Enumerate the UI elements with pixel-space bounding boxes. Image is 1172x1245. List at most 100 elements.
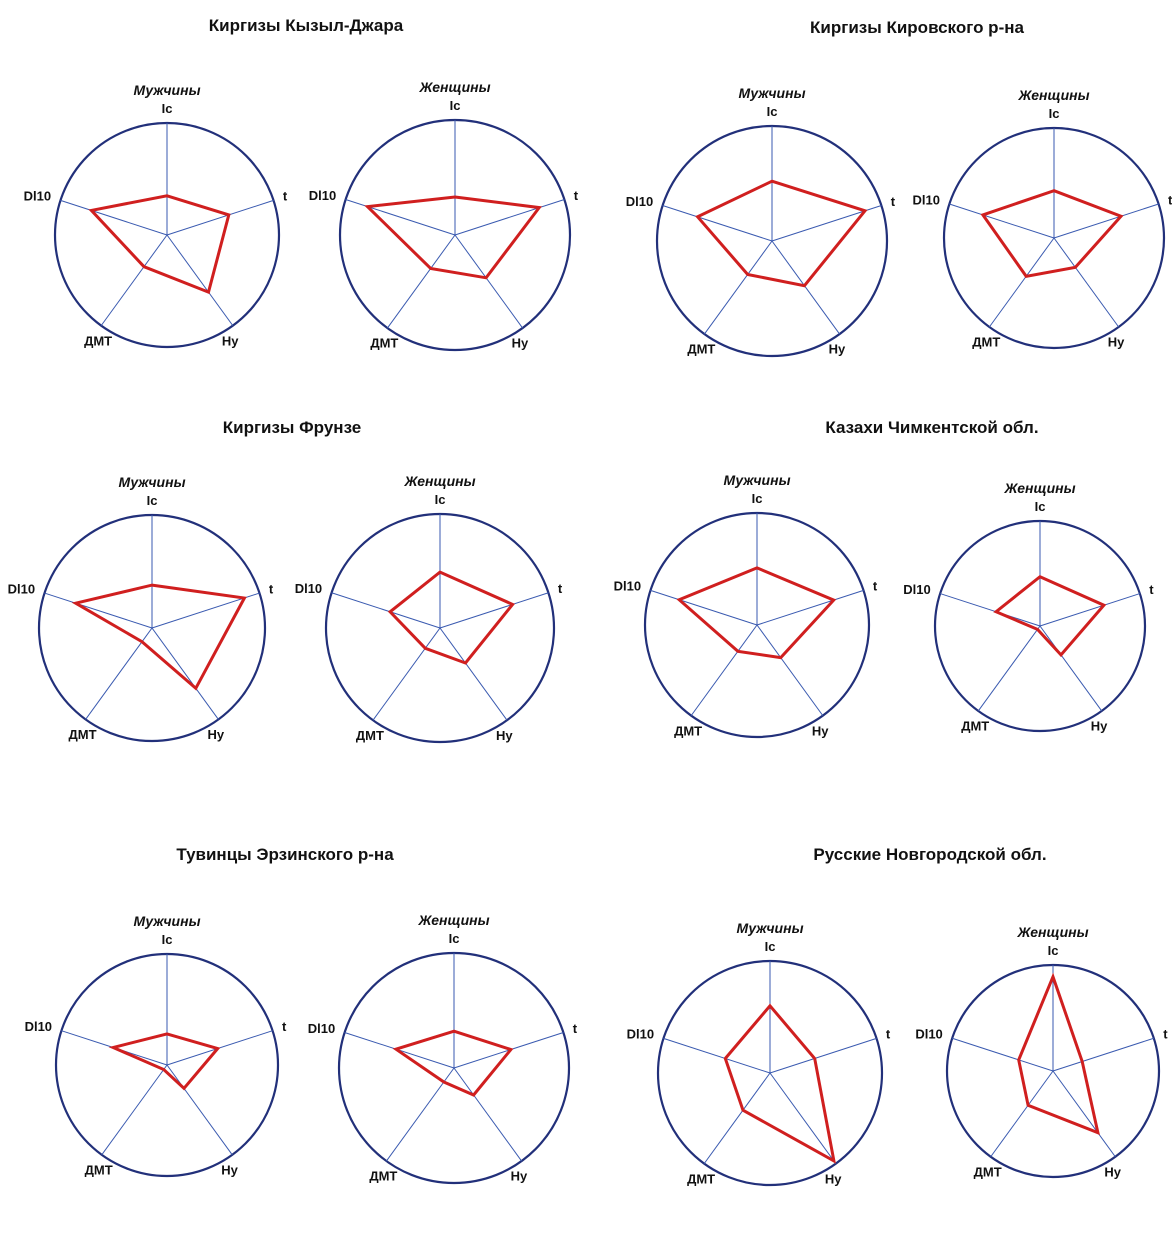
axis-spoke — [771, 240, 840, 335]
sex-label: Мужчины — [723, 472, 790, 488]
axis-spoke — [769, 1072, 837, 1164]
axis-label: Dl10 — [915, 1027, 942, 1042]
axis-spoke — [988, 237, 1055, 328]
axis-label: t — [574, 188, 579, 203]
series-polygon — [108, 1032, 221, 1091]
axis-label: Ic — [449, 931, 460, 946]
axis-spoke — [454, 234, 523, 329]
axis-label: t — [886, 1027, 891, 1042]
sex-label: Женщины — [1017, 87, 1089, 103]
axis-label: ДМТ — [687, 342, 715, 357]
axis-label: ДМТ — [687, 1171, 715, 1186]
axis-spoke — [166, 234, 234, 326]
axis-label: Hy — [207, 727, 224, 742]
axis-spoke — [756, 589, 864, 626]
axis-label: Hy — [496, 728, 513, 743]
radar-chart: Ic t Hy ДМТ Dl10 Мужчины — [25, 913, 287, 1178]
radar-chart: Ic t Hy ДМТ Dl10 Мужчины — [627, 920, 891, 1186]
series-polygon — [71, 583, 247, 691]
axis-spoke — [44, 592, 153, 629]
axis-label: ДМТ — [68, 727, 96, 742]
axis-spoke — [439, 592, 549, 629]
axis-label: t — [891, 194, 896, 209]
sex-label: Женщины — [1016, 924, 1088, 940]
axis-label: Ic — [1049, 106, 1060, 121]
axis-spoke — [453, 1067, 522, 1162]
axis-label: Dl10 — [913, 192, 940, 207]
axis-label: Dl10 — [627, 1027, 654, 1042]
axis-label: Ic — [435, 492, 446, 507]
chart-group-title: Казахи Чимкентской обл. — [825, 418, 1039, 437]
axis-spoke — [990, 1070, 1054, 1158]
axis-spoke — [650, 589, 758, 626]
axis-spoke — [372, 627, 441, 721]
axis-spoke — [662, 204, 773, 242]
series-polygon — [364, 195, 542, 280]
axis-label: Ic — [765, 939, 776, 954]
axis-label: Hy — [511, 1169, 528, 1184]
axis-label: Ic — [767, 104, 778, 119]
radar-chart: Ic t Hy ДМТ Dl10 Женщины — [295, 473, 563, 744]
axis-spoke — [151, 627, 219, 720]
chart-group-title: Киргизы Фрунзе — [222, 418, 362, 437]
axis-label: Ic — [147, 493, 158, 508]
axis-label: Hy — [1108, 335, 1125, 350]
axis-label: Hy — [222, 333, 239, 348]
radar-chart: Ic t Hy ДМТ Dl10 Мужчины — [614, 472, 878, 738]
axis-label: Hy — [1091, 719, 1108, 734]
sex-label: Женщины — [1003, 480, 1075, 496]
series-polygon — [695, 179, 868, 288]
axis-label: t — [573, 1021, 578, 1036]
series-polygon — [387, 570, 515, 665]
axis-label: Ic — [162, 932, 173, 947]
radar-chart: Ic t Hy ДМТ Dl10 Мужчины — [626, 85, 896, 358]
axis-label: t — [1149, 582, 1154, 597]
axis-label: Ic — [752, 491, 763, 506]
axis-spoke — [166, 199, 274, 236]
axis-label: Dl10 — [614, 579, 641, 594]
axis-label: ДМТ — [369, 1169, 397, 1184]
chart-group-title: Киргизы Кызыл-Джара — [208, 16, 404, 35]
chart-group-title: Киргизы Кировского р-на — [810, 18, 1024, 37]
axis-spoke — [166, 1064, 233, 1156]
axis-label: t — [269, 581, 274, 596]
radar-chart: Ic t Hy ДМТ Dl10 Мужчины — [24, 82, 288, 348]
sex-label: Мужчины — [736, 920, 803, 936]
axis-spoke — [939, 593, 1041, 627]
axis-spoke — [454, 198, 565, 236]
sex-label: Мужчины — [118, 474, 185, 490]
axis-spoke — [703, 1072, 771, 1164]
chart-group-title: Тувинцы Эрзинского р-на — [176, 845, 394, 864]
axis-spoke — [1039, 625, 1103, 712]
axis-label: ДМТ — [356, 728, 384, 743]
chart-group-title: Русские Новгородской обл. — [813, 845, 1047, 864]
axis-label: t — [283, 189, 288, 204]
sex-label: Женщины — [418, 79, 490, 95]
radar-chart: Ic t Hy ДМТ Dl10 Женщины — [903, 480, 1154, 734]
axis-spoke — [345, 198, 456, 236]
axis-label: t — [282, 1019, 287, 1034]
series-polygon — [1017, 972, 1100, 1136]
sex-label: Мужчины — [738, 85, 805, 101]
axis-spoke — [101, 1064, 168, 1156]
axis-spoke — [1039, 593, 1141, 627]
axis-label: Dl10 — [626, 194, 653, 209]
axis-label: t — [873, 579, 878, 594]
axis-label: t — [1163, 1027, 1168, 1042]
sex-label: Мужчины — [133, 82, 200, 98]
radar-chart: Ic t Hy ДМТ Dl10 Женщины — [913, 87, 1172, 350]
axis-label: Dl10 — [8, 581, 35, 596]
axis-label: Ic — [450, 98, 461, 113]
axis-label: Dl10 — [295, 581, 322, 596]
axis-label: ДМТ — [961, 719, 989, 734]
axis-label: Dl10 — [309, 188, 336, 203]
axis-spoke — [331, 592, 441, 629]
axis-label: Dl10 — [24, 189, 51, 204]
axis-label: Ic — [1035, 499, 1046, 514]
axis-spoke — [439, 627, 508, 721]
axis-spoke — [952, 1037, 1054, 1072]
axis-spoke — [1053, 237, 1120, 328]
series-polygon — [676, 566, 837, 660]
axis-label: Hy — [512, 336, 529, 351]
axis-spoke — [663, 1037, 771, 1074]
